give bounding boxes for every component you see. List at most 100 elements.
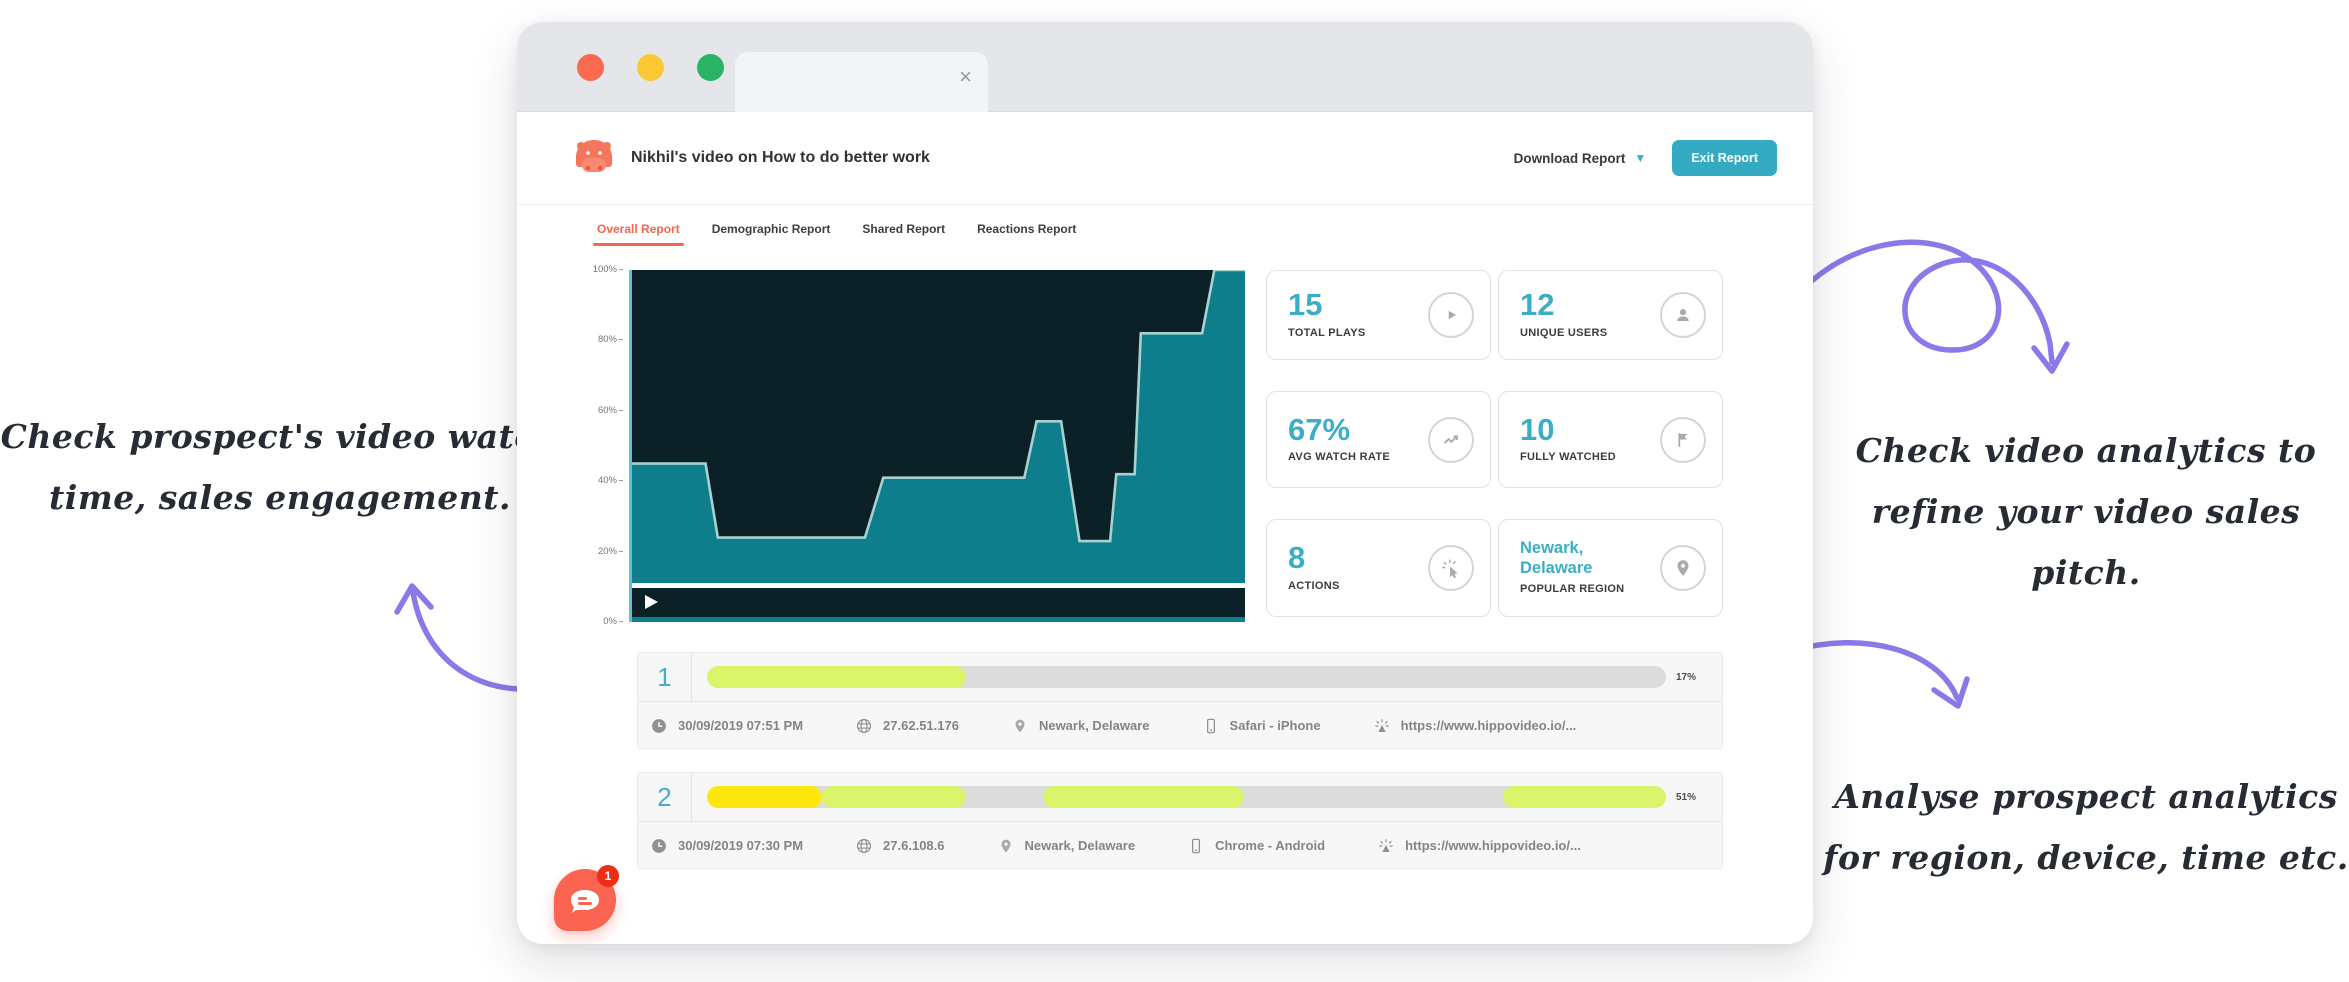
browser-window: × Nikhil's video on How to do better wor… [517,22,1813,944]
watch-segment [1502,786,1666,808]
session-ip-text: 27.6.108.6 [883,838,945,853]
download-report-button[interactable]: Download Report ▼ [1514,151,1647,166]
annotation-line: time, sales engagement. [49,478,511,518]
browser-titlebar: × [517,22,1813,112]
session-row[interactable]: 2 51% 30/09/2019 07:30 PM 27.6.108.6 Newar… [637,772,1723,869]
annotation-left: Check prospect's video watch time, sales… [0,406,560,528]
minimize-window-button[interactable] [637,54,664,81]
chat-launcher-button[interactable]: 1 [554,865,619,931]
tab-reactions-report[interactable]: Reactions Report [975,216,1078,246]
session-index: 2 [638,773,692,821]
trend-icon [1428,416,1474,463]
session-location: Newark, Delaware [997,837,1136,855]
watch-area [632,270,1245,622]
arrowhead [394,583,434,615]
hippo-logo-icon [573,138,615,178]
session-datetime-text: 30/09/2019 07:51 PM [678,718,804,733]
video-controls [632,588,1245,617]
session-source-url: https://www.hippovideo.io/... [1373,717,1577,735]
watch-heatmap-chart [632,270,1245,622]
watch-area-edge [632,270,1245,541]
rays-icon [1373,717,1391,735]
session-source-url: https://www.hippovideo.io/... [1377,837,1581,855]
chat-bubble-icon [571,890,599,913]
watch-segment [707,666,966,688]
annotation-line: for region, device, time etc. [1823,838,2349,878]
watch-progress-bar [707,786,1666,808]
stat-value: 15 [1288,287,1323,323]
stat-card-avg-watch-rate: 67% AVG WATCH RATE [1266,391,1491,488]
y-tick-label: 80% [598,334,623,345]
notification-badge: 1 [597,865,619,887]
watch-segment [822,786,966,808]
globe-icon [855,837,873,855]
annotation-line: Check prospect's video watch [0,417,560,456]
tab-overall-report[interactable]: Overall Report [593,216,684,246]
stat-label: FULLY WATCHED [1520,451,1616,464]
pin-icon [997,837,1015,855]
session-location-text: Newark, Delaware [1024,838,1136,853]
annotation-line: Analyse prospect analytics [1834,777,2338,816]
stat-value: 10 [1520,411,1555,447]
stat-value: 12 [1520,287,1555,323]
session-device-text: Chrome - Android [1215,838,1326,853]
pin-icon [1660,545,1706,591]
session-details: 30/09/2019 07:51 PM 27.62.51.176 Newark, D… [638,701,1722,749]
y-tick-label: 100% [593,264,623,275]
session-list: 1 17% 30/09/2019 07:51 PM 27.62.51.176 New… [637,652,1723,869]
play-button[interactable] [645,595,658,609]
arrowhead [2031,341,2070,374]
tab-close-icon[interactable]: × [959,64,972,89]
stat-card-total-plays: 15 TOTAL PLAYS [1266,270,1491,360]
arrow-loop-icon [1777,239,2055,365]
user-icon [1660,292,1706,338]
video-player[interactable] [629,270,1245,622]
chart-y-axis: 100% 80% 60% 40% 20% 0% [575,264,623,627]
exit-report-button[interactable]: Exit Report [1672,140,1777,176]
stat-card-popular-region: Newark, Delaware POPULAR REGION [1498,519,1723,617]
stat-label: UNIQUE USERS [1520,326,1608,339]
session-datetime-text: 30/09/2019 07:30 PM [678,838,804,853]
session-ip-text: 27.62.51.176 [883,718,959,733]
globe-icon [855,717,873,735]
session-row[interactable]: 1 17% 30/09/2019 07:51 PM 27.62.51.176 New… [637,652,1723,749]
watched-percent-label: 17% [1676,671,1697,683]
watch-segment [1042,786,1245,808]
y-tick-label: 0% [603,616,623,627]
session-datetime: 30/09/2019 07:51 PM [650,717,803,735]
watch-segment [707,786,823,808]
session-device-text: Safari - iPhone [1229,718,1321,733]
annotation-line: Check video analytics to [1855,431,2317,470]
stat-value: 67% [1288,411,1351,447]
y-tick-label: 40% [598,475,623,486]
zoom-window-button[interactable] [697,54,724,81]
session-device: Chrome - Android [1187,837,1325,855]
rays-icon [1377,837,1395,855]
click-icon [1428,545,1474,591]
stat-card-unique-users: 12 UNIQUE USERS [1498,270,1723,360]
close-window-button[interactable] [577,54,604,81]
session-ip: 27.6.108.6 [855,837,945,855]
watch-progress-bar [707,666,1666,688]
stat-label: POPULAR REGION [1520,583,1625,596]
session-index: 1 [638,653,692,701]
tab-demographic-report[interactable]: Demographic Report [710,216,833,246]
annotation-right-bottom: Analyse prospect analytics for region, d… [1816,766,2349,888]
session-source-url-text: https://www.hippovideo.io/... [1400,718,1577,733]
video-progress-bar [632,583,1245,588]
smartphone-icon [1202,717,1220,735]
stat-label: TOTAL PLAYS [1288,326,1366,339]
session-source-url-text: https://www.hippovideo.io/... [1405,838,1581,853]
y-tick-label: 20% [598,546,623,557]
stat-value: Newark, Delaware [1520,538,1593,577]
tab-shared-report[interactable]: Shared Report [860,216,947,246]
session-device: Safari - iPhone [1202,717,1321,735]
chevron-down-icon: ▼ [1634,151,1647,165]
flag-icon [1660,416,1706,463]
session-location-text: Newark, Delaware [1038,718,1150,733]
browser-tab[interactable]: × [735,52,988,112]
report-tabs: Overall Report Demographic Report Shared R… [593,205,1078,257]
stat-label: AVG WATCH RATE [1288,451,1390,464]
annotation-right-top: Check video analytics to refine your vid… [1826,420,2346,603]
